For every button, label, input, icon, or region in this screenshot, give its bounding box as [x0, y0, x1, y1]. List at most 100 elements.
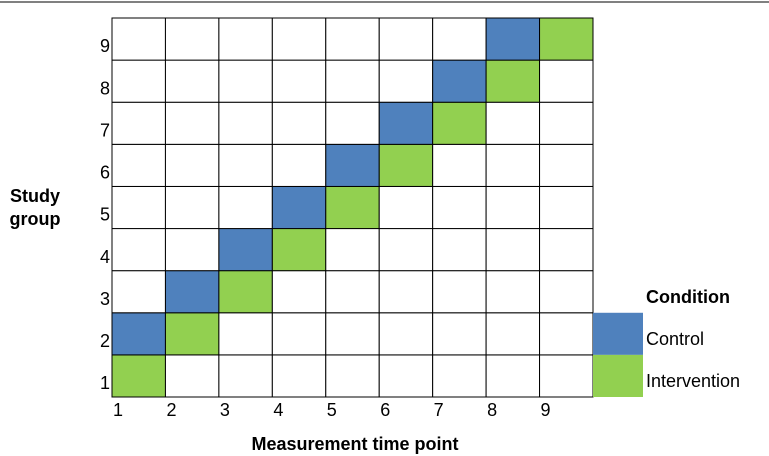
- grid-cell: [539, 270, 594, 314]
- grid-cell: [218, 312, 273, 356]
- grid-cell: [164, 101, 220, 145]
- y-axis-label: Study: [10, 186, 60, 206]
- grid-cell: [271, 17, 327, 61]
- grid-cell: [271, 101, 327, 145]
- grid-cell: [218, 17, 273, 61]
- grid-cell: [218, 354, 273, 398]
- row-label: 5: [100, 205, 110, 225]
- column-label: 7: [434, 400, 444, 420]
- grid-cell: [325, 101, 380, 145]
- grid-cell: [111, 59, 166, 103]
- grid-cell: [378, 101, 434, 145]
- grid-cell: [271, 143, 327, 187]
- row-label: 9: [100, 36, 110, 56]
- grid-cell: [218, 59, 273, 103]
- row-label: 8: [100, 78, 110, 98]
- grid-cell: [539, 228, 594, 272]
- grid-cell: [432, 17, 487, 61]
- grid-cell: [378, 17, 434, 61]
- grid-cell: [485, 17, 541, 61]
- grid-cell: [218, 143, 273, 187]
- column-label: 1: [113, 400, 123, 420]
- grid-cell: [164, 312, 220, 356]
- grid-cell: [164, 270, 220, 314]
- grid-cell: [432, 270, 487, 314]
- grid-cell: [325, 185, 380, 230]
- grid-cell: [218, 185, 273, 230]
- grid-cell: [111, 312, 166, 356]
- grid-cell: [432, 101, 487, 145]
- grid-cell: [111, 185, 166, 230]
- grid-cell: [432, 228, 487, 272]
- grid-cell: [325, 270, 380, 314]
- grid-cell: [325, 143, 380, 187]
- grid-cell: [218, 270, 273, 314]
- grid-cell: [485, 228, 541, 272]
- row-label: 3: [100, 289, 110, 309]
- grid-cell: [539, 312, 594, 356]
- grid-cell: [485, 270, 541, 314]
- row-label: 7: [100, 120, 110, 140]
- grid-cell: [111, 101, 166, 145]
- row-label: 6: [100, 163, 110, 183]
- grid-cell: [378, 270, 434, 314]
- grid-cell: [432, 143, 487, 187]
- grid-cell: [164, 228, 220, 272]
- grid-cell: [164, 143, 220, 187]
- grid-cell: [325, 59, 380, 103]
- grid-cell: [539, 17, 594, 61]
- grid-cell: [164, 354, 220, 398]
- grid-cell: [164, 185, 220, 230]
- legend-title: Condition: [646, 287, 730, 307]
- legend-swatch: [593, 312, 643, 355]
- grid-cell: [485, 185, 541, 230]
- grid-cell: [485, 354, 541, 398]
- column-label: 4: [273, 400, 283, 420]
- column-label: 5: [327, 400, 337, 420]
- grid-cell: [485, 143, 541, 187]
- column-label: 8: [487, 400, 497, 420]
- grid-cell: [378, 354, 434, 398]
- grid-cell: [432, 59, 487, 103]
- grid-cell: [432, 312, 487, 356]
- grid-cell: [539, 59, 594, 103]
- grid-cell: [378, 59, 434, 103]
- column-label: 2: [166, 400, 176, 420]
- grid-cell: [325, 354, 380, 398]
- grid-cell: [271, 354, 327, 398]
- grid-cell: [539, 185, 594, 230]
- grid-cell: [218, 228, 273, 272]
- grid-cell: [485, 101, 541, 145]
- grid-cell: [111, 143, 166, 187]
- grid-cell: [485, 312, 541, 356]
- column-label: 3: [220, 400, 230, 420]
- legend-label: Control: [646, 329, 704, 349]
- grid-cell: [111, 270, 166, 314]
- grid-cell: [325, 228, 380, 272]
- grid-cell: [432, 354, 487, 398]
- row-label: 2: [100, 331, 110, 351]
- grid-cell: [271, 270, 327, 314]
- grid-cell: [164, 17, 220, 61]
- grid-cell: [378, 312, 434, 356]
- grid-cell: [271, 228, 327, 272]
- grid-cell: [378, 228, 434, 272]
- row-label: 1: [100, 373, 110, 393]
- grid-cell: [325, 17, 380, 61]
- grid-cell: [271, 312, 327, 356]
- x-axis-label: Measurement time point: [251, 434, 458, 454]
- grid-cell: [111, 228, 166, 272]
- grid-cell: [539, 354, 594, 398]
- legend-swatch: [593, 354, 643, 397]
- grid-cell: [164, 59, 220, 103]
- grid-cell: [325, 312, 380, 356]
- grid-cell: [539, 143, 594, 187]
- column-label: 6: [380, 400, 390, 420]
- grid-cell: [218, 101, 273, 145]
- grid-cell: [539, 101, 594, 145]
- grid-cell: [432, 185, 487, 230]
- y-axis-label: group: [10, 209, 61, 229]
- grid-cell: [271, 59, 327, 103]
